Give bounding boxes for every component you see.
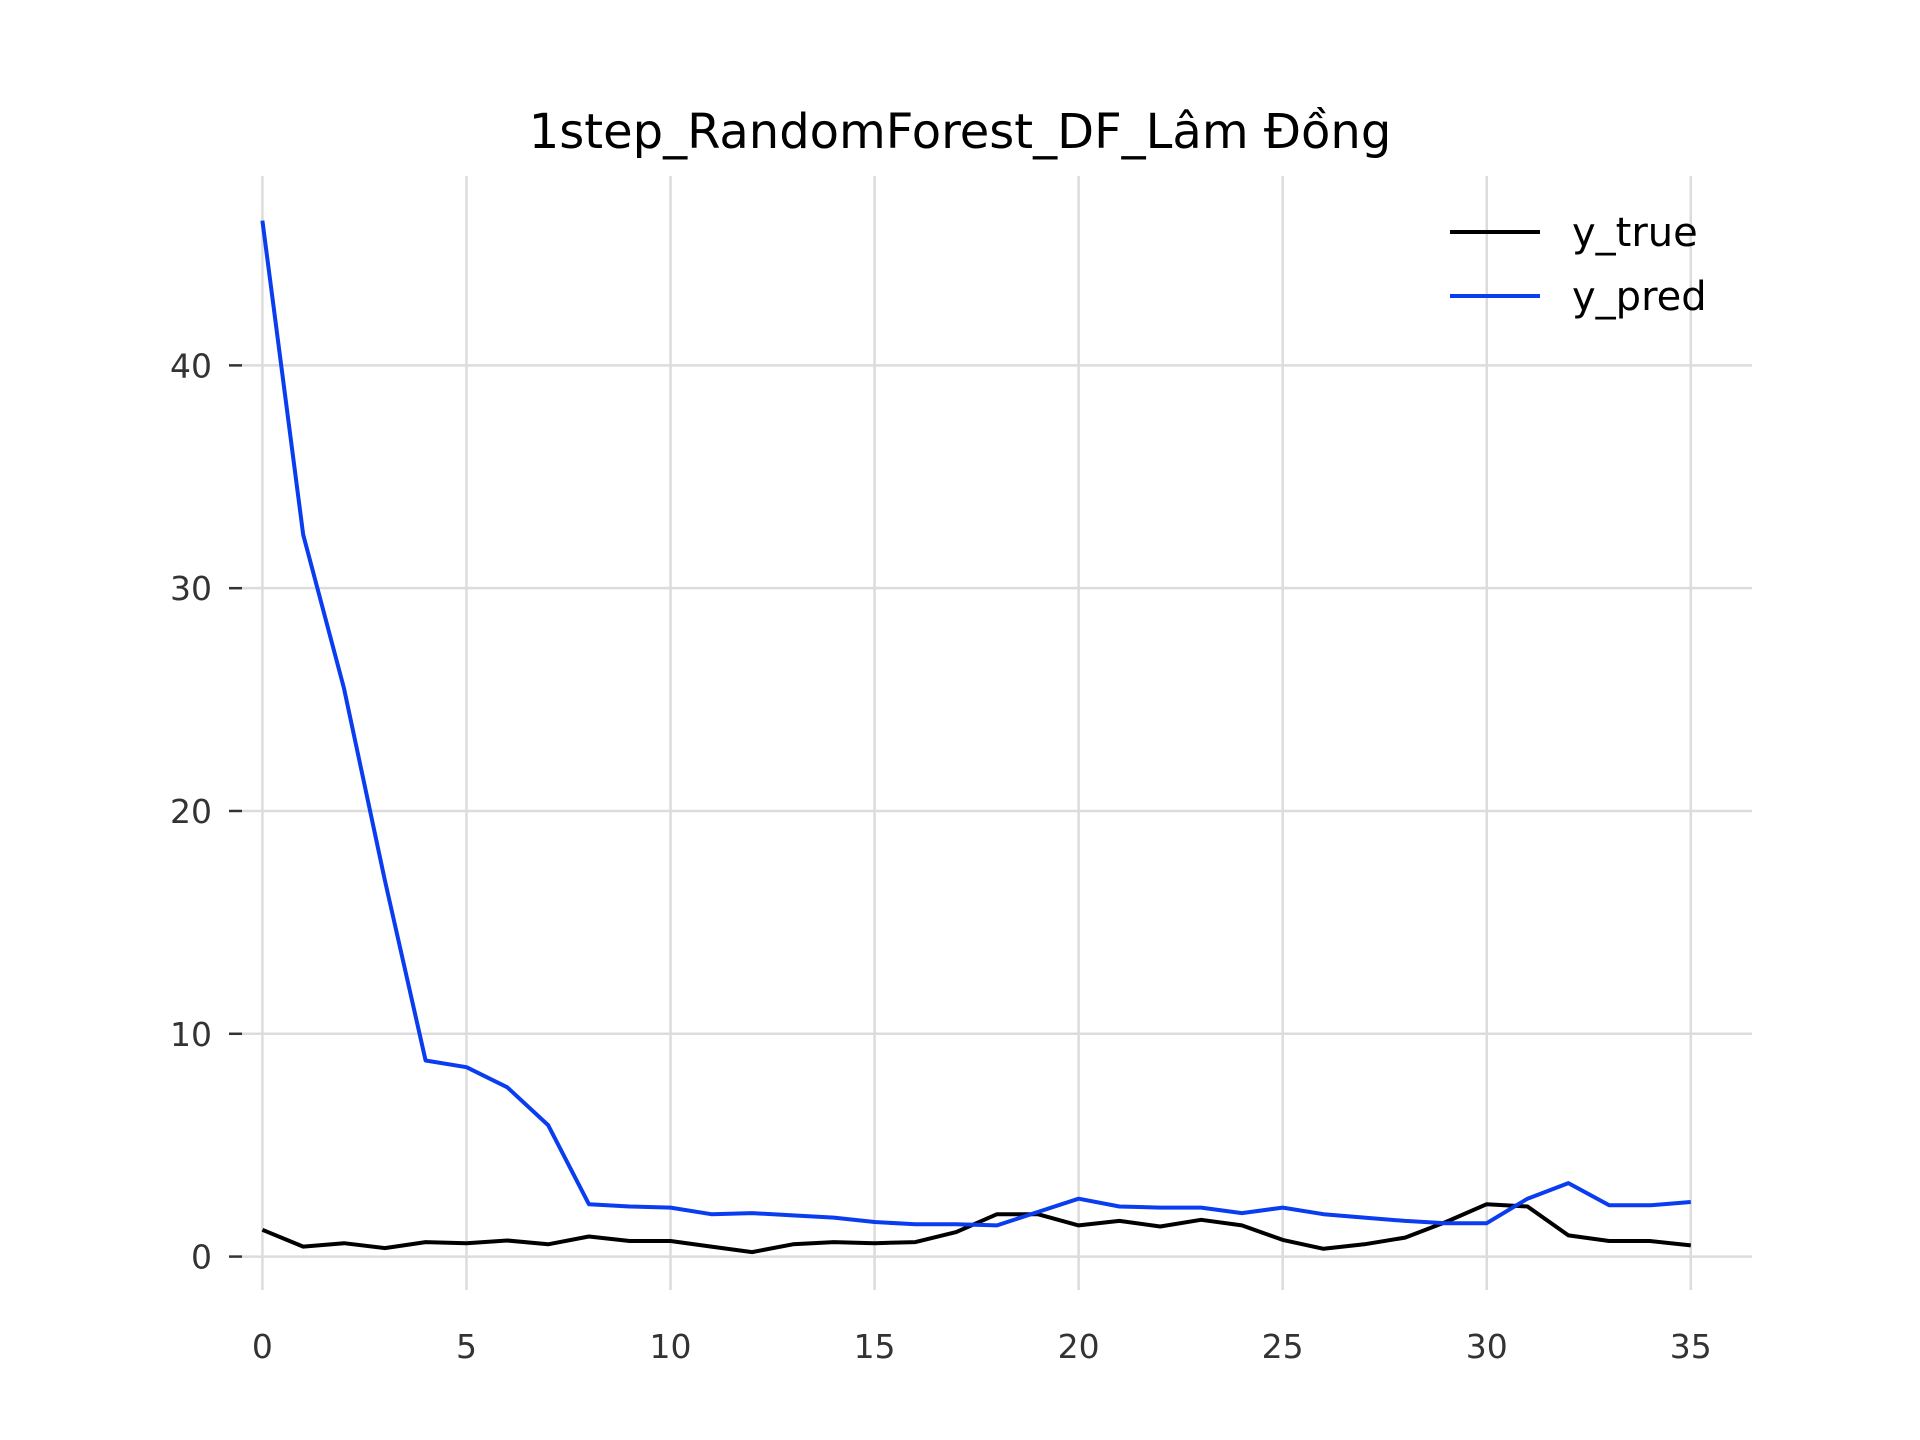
y-tick-label-0: 0 (191, 1238, 212, 1277)
grid-layer (242, 176, 1752, 1290)
tick-layer: 0 5 10 15 20 25 30 35 0 10 20 30 40 (170, 346, 1712, 1366)
series-line-y-pred (260, 220, 1691, 1228)
y-tick-label-30: 30 (170, 569, 212, 608)
y-tick-label-40: 40 (170, 346, 212, 385)
x-tick-label-15: 15 (854, 1327, 896, 1366)
x-tick-label-5: 5 (456, 1327, 477, 1366)
legend: y_true y_pred (1450, 210, 1707, 320)
x-tick-label-25: 25 (1262, 1327, 1304, 1366)
x-tick-label-30: 30 (1466, 1327, 1508, 1366)
x-tick-label-35: 35 (1670, 1327, 1712, 1366)
x-tick-label-10: 10 (650, 1327, 692, 1366)
series-line-y-true (261, 1202, 1692, 1255)
legend-label-y-pred: y_pred (1572, 274, 1707, 320)
chart-title: 1step_RandomForest_DF_Lâm Đồng (529, 104, 1392, 160)
x-tick-label-0: 0 (252, 1327, 273, 1366)
y-tick-label-10: 10 (170, 1015, 212, 1054)
x-tick-label-20: 20 (1058, 1327, 1100, 1366)
legend-label-y-true: y_true (1572, 210, 1698, 256)
y-tick-label-20: 20 (170, 792, 212, 831)
series-layer (260, 220, 1692, 1255)
